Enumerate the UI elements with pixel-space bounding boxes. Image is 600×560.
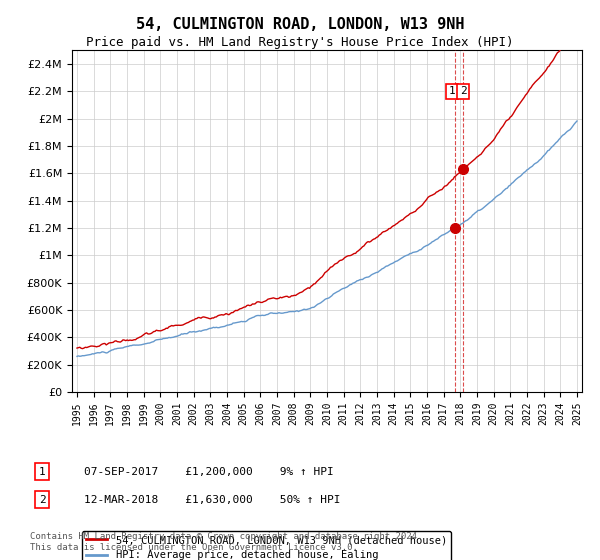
Text: Price paid vs. HM Land Registry's House Price Index (HPI): Price paid vs. HM Land Registry's House … — [86, 36, 514, 49]
Text: Contains HM Land Registry data © Crown copyright and database right 2024.
This d: Contains HM Land Registry data © Crown c… — [30, 532, 422, 552]
Text: 12-MAR-2018    £1,630,000    50% ↑ HPI: 12-MAR-2018 £1,630,000 50% ↑ HPI — [84, 494, 341, 505]
Text: 54, CULMINGTON ROAD, LONDON, W13 9NH: 54, CULMINGTON ROAD, LONDON, W13 9NH — [136, 17, 464, 32]
Legend: 54, CULMINGTON ROAD, LONDON, W13 9NH (detached house), HPI: Average price, detac: 54, CULMINGTON ROAD, LONDON, W13 9NH (de… — [82, 531, 451, 560]
Text: 07-SEP-2017    £1,200,000    9% ↑ HPI: 07-SEP-2017 £1,200,000 9% ↑ HPI — [84, 466, 334, 477]
Text: 1: 1 — [449, 86, 456, 96]
Text: 2: 2 — [38, 494, 46, 505]
Text: 1: 1 — [38, 466, 46, 477]
Text: 2: 2 — [460, 86, 467, 96]
